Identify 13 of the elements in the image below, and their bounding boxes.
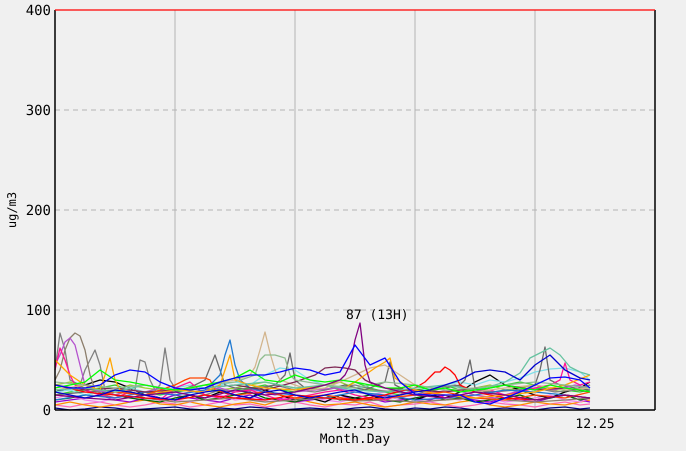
y-tick-label: 100 [26,302,51,319]
x-tick-label: 12.23 [335,417,375,432]
x-tick-label: 12.24 [455,417,495,432]
y-tick-label: 300 [26,102,51,119]
x-tick-label: 12.21 [95,417,135,432]
y-axis-title: ug/m3 [5,192,19,228]
x-axis-title: Month.Day [320,432,390,447]
y-tick-label: 0 [42,402,51,419]
annotation: 87 (13H) [346,308,409,323]
x-tick-label: 12.25 [575,417,615,432]
y-tick-label: 200 [26,202,51,219]
y-tick-label: 400 [26,2,51,19]
x-tick-label: 12.22 [215,417,255,432]
